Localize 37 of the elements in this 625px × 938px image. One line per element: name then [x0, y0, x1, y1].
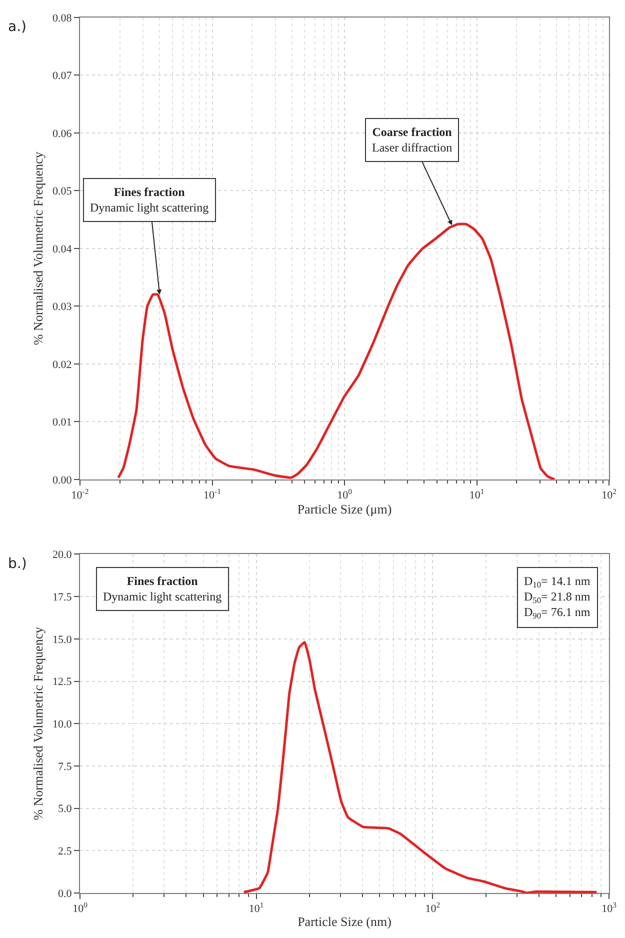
y-tick-label: 0.05 [52, 186, 72, 198]
x-tick-label: 10$^{2}$ [602, 486, 617, 502]
y-tick-label: 0.02 [52, 358, 72, 371]
y-tick-label: 0.07 [52, 70, 72, 82]
y-axis-title: % Normalised Volumetric Frequency [30, 151, 46, 346]
y-tick-label: 10.0 [52, 718, 72, 730]
y-tick-label: 2.5 [58, 846, 72, 858]
y-tick-label: 5.0 [58, 803, 72, 816]
annotation: Fines fraction Dynamic light scattering [103, 574, 222, 604]
x-tick-label: 10$^{-1}$ [204, 486, 222, 502]
annotation: Coarse fraction Laser diffraction [372, 125, 452, 155]
x-tick-label: 10$^{1}$ [469, 486, 484, 502]
y-tick-label: 15.0 [52, 634, 72, 646]
text: a.) [8, 19, 26, 35]
y-tick-label: 17.5 [52, 591, 72, 604]
y-axis-title: % Normalised Volumetric Frequency [30, 626, 46, 820]
y-tick-label: 0.04 [52, 243, 72, 256]
x-tick-label: 10$^{0}$ [337, 486, 352, 502]
x-axis-title: Particle Size (μm) [297, 502, 392, 517]
x-tick-label: 10$^{3}$ [602, 900, 617, 916]
y-tick-label: 0.03 [52, 301, 72, 313]
y-tick-label: 0.01 [52, 416, 72, 428]
text: b.) [8, 556, 27, 572]
y-tick-label: 20.0 [52, 549, 72, 562]
y-tick-label: 0.0 [58, 888, 72, 900]
x-tick-label: 10$^{-2}$ [71, 486, 89, 502]
y-tick-label: 7.5 [58, 760, 72, 773]
y-tick-label: 0.08 [52, 12, 72, 24]
x-axis-title: Particle Size (nm) [298, 914, 392, 929]
x-tick-label: 10$^{1}$ [248, 900, 264, 916]
annotation: Fines fraction Dynamic light scattering [90, 185, 209, 215]
x-tick-label: 10$^{2}$ [425, 900, 440, 916]
y-tick-label: 12.5 [52, 676, 72, 688]
x-tick-label: 10$^{0}$ [72, 900, 88, 916]
y-tick-label: 0.00 [52, 474, 72, 486]
text: D$_{10}$= 14.1 nm D$_{50}$= 21.8 nm D$_{90}$= 76.1 nm [524, 574, 590, 621]
y-tick-label: 0.06 [52, 128, 72, 140]
